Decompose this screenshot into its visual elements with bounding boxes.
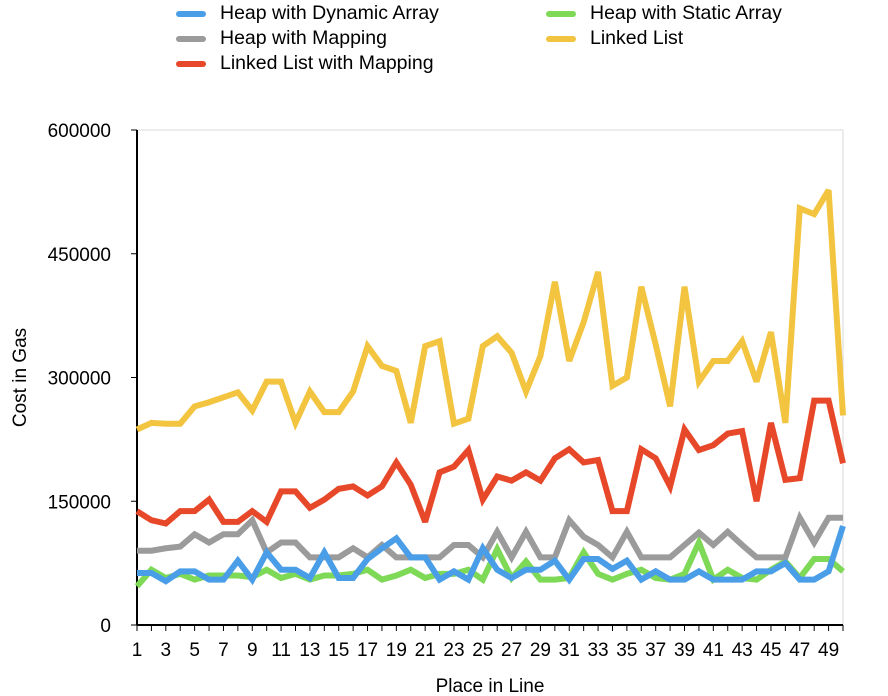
x-tick-label: 47 — [789, 640, 810, 661]
x-tick-label: 17 — [357, 640, 378, 661]
x-tick-label: 21 — [415, 640, 436, 661]
x-tick-label: 37 — [645, 640, 666, 661]
legend-item-heap-with-mapping: Heap with Mapping — [176, 27, 387, 50]
x-tick-label: 1 — [132, 640, 143, 661]
y-axis-label: Cost in Gas — [10, 328, 31, 427]
y-tick-label: 0 — [100, 616, 111, 637]
x-tick-label: 7 — [218, 640, 229, 661]
legend-label: Linked List with Mapping — [220, 52, 434, 74]
legend-item-heap-with-static-array: Heap with Static Array — [546, 2, 782, 25]
legend-swatch — [546, 35, 576, 42]
x-tick-label: 49 — [818, 640, 839, 661]
y-tick-label: 300000 — [48, 369, 111, 390]
x-tick-label: 35 — [616, 640, 637, 661]
legend-label: Linked List — [590, 27, 684, 49]
legend-swatch — [176, 35, 206, 42]
legend-label: Heap with Static Array — [590, 2, 782, 24]
x-tick-label: 13 — [299, 640, 320, 661]
x-tick-label: 45 — [760, 640, 781, 661]
x-tick-label: 5 — [189, 640, 200, 661]
x-tick-label: 19 — [386, 640, 407, 661]
series-line-linked-list — [135, 188, 846, 433]
y-tick-label: 450000 — [48, 245, 111, 266]
series-line-heap-with-dynamic-array — [137, 525, 846, 586]
x-tick-label: 27 — [501, 640, 522, 661]
x-tick-label: 23 — [443, 640, 464, 661]
x-tick-label: 39 — [674, 640, 695, 661]
y-tick-label: 150000 — [48, 492, 111, 513]
x-tick-label: 43 — [732, 640, 753, 661]
chart-legend: Heap with Dynamic Array Heap with Static … — [0, 2, 888, 82]
legend-item-linked-list-with-mapping: Linked List with Mapping — [176, 52, 434, 75]
legend-label: Heap with Mapping — [220, 27, 387, 49]
y-tick-label: 600000 — [48, 121, 111, 142]
x-tick-label: 31 — [559, 640, 580, 661]
x-tick-label: 3 — [161, 640, 172, 661]
x-axis-label: Place in Line — [436, 676, 545, 696]
legend-item-linked-list: Linked List — [546, 27, 683, 50]
x-tick-label: 25 — [472, 640, 493, 661]
legend-item-heap-with-dynamic-array: Heap with Dynamic Array — [176, 2, 439, 25]
legend-swatch — [546, 10, 576, 17]
x-tick-label: 41 — [703, 640, 724, 661]
series-line-linked-list-with-mapping — [135, 397, 846, 527]
series-line-heap-with-mapping — [137, 510, 843, 564]
legend-swatch — [176, 60, 206, 67]
legend-swatch — [176, 10, 206, 17]
x-tick-label: 33 — [587, 640, 608, 661]
x-tick-label: 15 — [328, 640, 349, 661]
legend-label: Heap with Dynamic Array — [220, 2, 439, 24]
x-tick-label: 29 — [530, 640, 551, 661]
x-tick-label: 11 — [271, 640, 291, 661]
chart-series-layer — [134, 188, 846, 589]
x-tick-label: 9 — [247, 640, 258, 661]
